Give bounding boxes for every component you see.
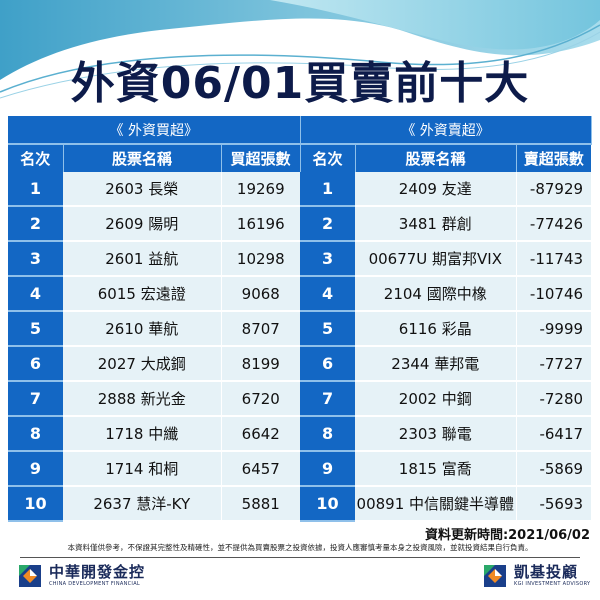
sell-rank: 4 xyxy=(300,276,356,312)
kgi-logo-icon xyxy=(484,565,506,587)
kgi-logo-name: 凱基投顧 xyxy=(514,563,579,581)
sell-count: -9999 xyxy=(516,311,592,347)
cdf-logo: 中華開發金控 CHINA DEVELOPMENT FINANCIAL xyxy=(19,564,145,588)
buy-rank: 4 xyxy=(8,276,63,312)
buy-name-header: 股票名稱 xyxy=(63,144,222,172)
buy-count: 5881 xyxy=(221,486,301,522)
table-row: 4 6015 宏遠證 9068 4 2104 國際中橡 -10746 xyxy=(8,276,592,312)
buy-count: 19269 xyxy=(221,172,301,207)
sell-rank: 2 xyxy=(300,206,356,242)
sell-stock-name: 6116 彩晶 xyxy=(355,311,517,347)
buy-stock-name: 2888 新光金 xyxy=(63,381,222,417)
update-time: 資料更新時間:2021/06/02 xyxy=(424,528,590,543)
buy-count: 8199 xyxy=(221,346,301,382)
sell-stock-name: 00677U 期富邦VIX xyxy=(355,241,517,277)
buy-count: 6642 xyxy=(221,416,301,452)
buy-rank: 7 xyxy=(8,381,63,417)
table-row: 10 2637 慧洋-KY 5881 10 00891 中信關鍵半導體 -5693 xyxy=(8,486,592,522)
sell-stock-name: 00891 中信關鍵半導體 xyxy=(355,486,517,522)
buy-stock-name: 2601 益航 xyxy=(63,241,222,277)
sell-count: -10746 xyxy=(516,276,592,312)
kgi-logo: 凱基投顧 KGI INVESTMENT ADVISORY xyxy=(484,564,590,588)
table-row: 8 1718 中纖 6642 8 2303 聯電 -6417 xyxy=(8,416,592,452)
table-row: 6 2027 大成鋼 8199 6 2344 華邦電 -7727 xyxy=(8,346,592,382)
table-row: 3 2601 益航 10298 3 00677U 期富邦VIX -11743 xyxy=(8,241,592,277)
buy-count: 10298 xyxy=(221,241,301,277)
page-title: 外資06/01買賣前十大 xyxy=(70,58,530,109)
buy-stock-name: 2603 長榮 xyxy=(63,172,222,207)
sell-count: -11743 xyxy=(516,241,592,277)
table-row: 9 1714 和桐 6457 9 1815 富喬 -5869 xyxy=(8,451,592,487)
buy-count: 16196 xyxy=(221,206,301,242)
sell-rank: 7 xyxy=(300,381,356,417)
sell-stock-name: 2104 國際中橡 xyxy=(355,276,517,312)
cdf-logo-icon xyxy=(19,565,41,587)
sell-count: -5869 xyxy=(516,451,592,487)
sell-rank: 1 xyxy=(300,172,356,207)
table-row: 1 2603 長榮 19269 1 2409 友達 -87929 xyxy=(8,172,592,207)
sell-rank-header: 名次 xyxy=(300,144,356,172)
sell-name-header: 股票名稱 xyxy=(355,144,517,172)
sell-rank: 3 xyxy=(300,241,356,277)
buy-rank-header: 名次 xyxy=(8,144,64,172)
sell-rank: 8 xyxy=(300,416,356,452)
sell-rank: 9 xyxy=(300,451,356,487)
header-wave-background xyxy=(0,0,600,99)
table-row: 5 2610 華航 8707 5 6116 彩晶 -9999 xyxy=(8,311,592,347)
cdf-logo-subtitle: CHINA DEVELOPMENT FINANCIAL xyxy=(49,581,141,587)
sell-count: -7280 xyxy=(516,381,592,417)
buy-count: 6457 xyxy=(221,451,301,487)
sell-count: -87929 xyxy=(516,172,592,207)
buy-rank: 6 xyxy=(8,346,63,382)
sell-stock-name: 2303 聯電 xyxy=(355,416,517,452)
buy-count: 6720 xyxy=(221,381,301,417)
buy-rank: 9 xyxy=(8,451,63,487)
top-ten-table: 《 外資買超》 《 外資賣超》 名次 股票名稱 買超張數 名次 股票名稱 賣超張… xyxy=(8,116,592,522)
sell-rank: 10 xyxy=(300,486,356,522)
table-row: 7 2888 新光金 6720 7 2002 中鋼 -7280 xyxy=(8,381,592,417)
buy-stock-name: 2610 華航 xyxy=(63,311,222,347)
buy-rank: 5 xyxy=(8,311,63,347)
table-row: 2 2609 陽明 16196 2 3481 群創 -77426 xyxy=(8,206,592,242)
buy-count: 9068 xyxy=(221,276,301,312)
sell-stock-name: 2002 中鋼 xyxy=(355,381,517,417)
buy-stock-name: 2609 陽明 xyxy=(63,206,222,242)
footer-divider xyxy=(20,557,580,558)
buy-rank: 2 xyxy=(8,206,63,242)
buy-rank: 8 xyxy=(8,416,63,452)
sell-stock-name: 1815 富喬 xyxy=(355,451,517,487)
buy-count: 8707 xyxy=(221,311,301,347)
buy-stock-name: 2027 大成鋼 xyxy=(63,346,222,382)
sell-count: -5693 xyxy=(516,486,592,522)
cdf-logo-name: 中華開發金控 xyxy=(49,563,146,581)
buy-rank: 10 xyxy=(8,486,63,522)
sell-count-header: 賣超張數 xyxy=(516,144,592,172)
sell-count: -7727 xyxy=(516,346,592,382)
buy-stock-name: 1714 和桐 xyxy=(63,451,222,487)
sell-rank: 5 xyxy=(300,311,356,347)
sell-stock-name: 2409 友達 xyxy=(355,172,517,207)
sell-count: -77426 xyxy=(516,206,592,242)
sell-count: -6417 xyxy=(516,416,592,452)
sell-section-header: 《 外資賣超》 xyxy=(300,116,592,145)
buy-rank: 3 xyxy=(8,241,63,277)
buy-count-header: 買超張數 xyxy=(221,144,301,172)
buy-rank: 1 xyxy=(8,172,63,207)
kgi-logo-subtitle: KGI INVESTMENT ADVISORY xyxy=(514,581,591,587)
sell-stock-name: 3481 群創 xyxy=(355,206,517,242)
sell-rank: 6 xyxy=(300,346,356,382)
sell-stock-name: 2344 華邦電 xyxy=(355,346,517,382)
disclaimer-text: 本資料僅供參考，不保證其完整性及精確性，並不提供為買賣股票之投資依據，投資人應審… xyxy=(67,543,533,552)
buy-stock-name: 1718 中纖 xyxy=(63,416,222,452)
buy-section-header: 《 外資買超》 xyxy=(8,116,301,145)
buy-stock-name: 2637 慧洋-KY xyxy=(63,486,222,522)
buy-stock-name: 6015 宏遠證 xyxy=(63,276,222,312)
